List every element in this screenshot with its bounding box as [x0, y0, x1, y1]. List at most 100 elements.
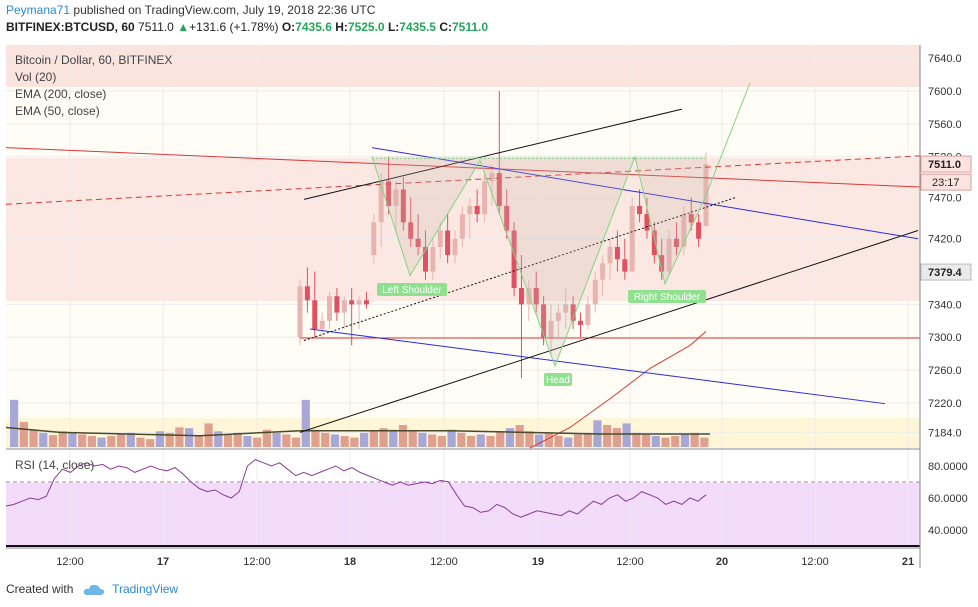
volume-bar — [505, 428, 515, 447]
volume-bar — [583, 432, 592, 447]
time-tick-label: 19 — [532, 556, 544, 568]
candle-body — [659, 255, 665, 272]
volume-bar — [476, 434, 485, 447]
legend-rsi[interactable]: RSI (14, close) — [15, 458, 95, 472]
tradingview-link[interactable]: TradingView — [112, 582, 179, 596]
candle-body — [541, 304, 547, 338]
volume-bar — [700, 437, 709, 447]
candle-body — [578, 320, 584, 325]
candle-body — [297, 286, 303, 338]
price-tick-label: 7184.0 — [928, 427, 962, 439]
candle-body — [666, 238, 672, 272]
candle-body — [482, 181, 488, 215]
volume-bar — [418, 432, 427, 447]
candle-body — [430, 246, 436, 272]
candle-body — [622, 259, 628, 272]
candle-body — [371, 222, 377, 256]
candle-body — [629, 205, 635, 272]
cloud-icon — [83, 584, 104, 595]
volume-bar — [398, 425, 408, 447]
volume-bar — [486, 436, 495, 447]
rsi-tick-label: 80.0000 — [928, 461, 968, 473]
candle-body — [341, 300, 347, 313]
close-label: C: — [439, 20, 452, 34]
candle-body — [688, 214, 694, 223]
symbol-label: BITFINEX:BTCUSD, 60 — [6, 20, 135, 34]
candle-body — [548, 320, 554, 338]
candle-body — [696, 222, 702, 239]
blue-channel-upper — [371, 147, 919, 240]
candle-body — [445, 230, 451, 256]
legend-vol[interactable]: Vol (20) — [15, 70, 57, 84]
volume-bar — [48, 435, 58, 447]
head-shoulders-pattern — [371, 82, 751, 368]
red-dashed-trend — [5, 155, 921, 205]
volume-bar — [661, 437, 670, 447]
candle-body — [673, 238, 679, 247]
candle-body — [356, 300, 362, 305]
footer: Created with TradingView — [6, 582, 178, 597]
created-with-text: Created with — [6, 582, 74, 596]
candle-body — [592, 279, 598, 305]
candle-body — [504, 205, 510, 231]
candle-body — [312, 300, 318, 330]
volume-bar — [573, 434, 583, 447]
low-label: L: — [387, 20, 400, 34]
price-tick-label: 7420.0 — [928, 234, 962, 246]
candle-body — [386, 181, 392, 206]
publish-info: Peymana71 published on TradingView.com, … — [6, 3, 375, 17]
volume-bar — [554, 436, 563, 447]
candle-body — [393, 189, 399, 206]
legend-ema200[interactable]: EMA (200, close) — [15, 87, 107, 101]
ema200-line — [5, 147, 921, 188]
price-tick-label: 7260.0 — [928, 365, 962, 377]
price-axis[interactable]: 7184.07220.07260.07300.07340.07380.07420… — [928, 53, 968, 537]
volume-bar — [690, 432, 699, 447]
volume-bar — [535, 434, 544, 447]
candle-body — [378, 181, 384, 223]
candle-body — [408, 222, 414, 239]
price-tick-label: 7300.0 — [928, 332, 962, 344]
volume-bar — [29, 429, 38, 447]
volume-bar — [340, 436, 349, 447]
volume-bar — [330, 434, 340, 447]
candle-body — [681, 214, 687, 247]
candle-body — [651, 230, 657, 256]
volume-bar — [311, 429, 320, 447]
author-link[interactable]: Peymana71 — [6, 3, 71, 17]
volume-bar — [78, 434, 87, 447]
candle-body — [422, 246, 428, 272]
candle-body — [607, 246, 613, 264]
pattern-outline — [371, 82, 751, 368]
candle-body — [644, 214, 650, 231]
candle-body — [489, 173, 495, 182]
candle-body — [437, 230, 443, 247]
rsi-polyline — [5, 459, 707, 518]
volume-bar — [194, 436, 203, 447]
volume-bar — [680, 434, 690, 447]
last-price-tag-bg — [920, 155, 972, 173]
volume-bar — [651, 436, 660, 447]
volume-bar — [612, 428, 621, 447]
volume-bar — [87, 436, 96, 447]
legend-ema50[interactable]: EMA (50, close) — [15, 104, 100, 118]
head-label-bg — [544, 373, 572, 386]
time-tick-label: 12:00 — [801, 556, 829, 568]
ema50-line — [5, 426, 710, 437]
time-axis[interactable]: 12:00 17 12:00 18 12:00 19 12:00 20 12:00 21 — [56, 556, 914, 568]
countdown-tag-bg — [920, 173, 972, 191]
last-price-tag: 7511.0 — [928, 159, 961, 171]
candle-body — [452, 238, 458, 256]
volume-bar — [525, 431, 534, 447]
volume-bar — [185, 428, 194, 447]
volume-bar — [544, 432, 553, 447]
candle-body — [600, 263, 606, 280]
volume-bar — [58, 431, 67, 447]
volume-bar — [39, 432, 48, 447]
time-tick-label: 12:00 — [56, 556, 84, 568]
volume-bar — [515, 425, 524, 447]
volume-bar — [136, 437, 145, 447]
volume-bar — [379, 428, 388, 447]
volume-bar — [389, 429, 398, 447]
